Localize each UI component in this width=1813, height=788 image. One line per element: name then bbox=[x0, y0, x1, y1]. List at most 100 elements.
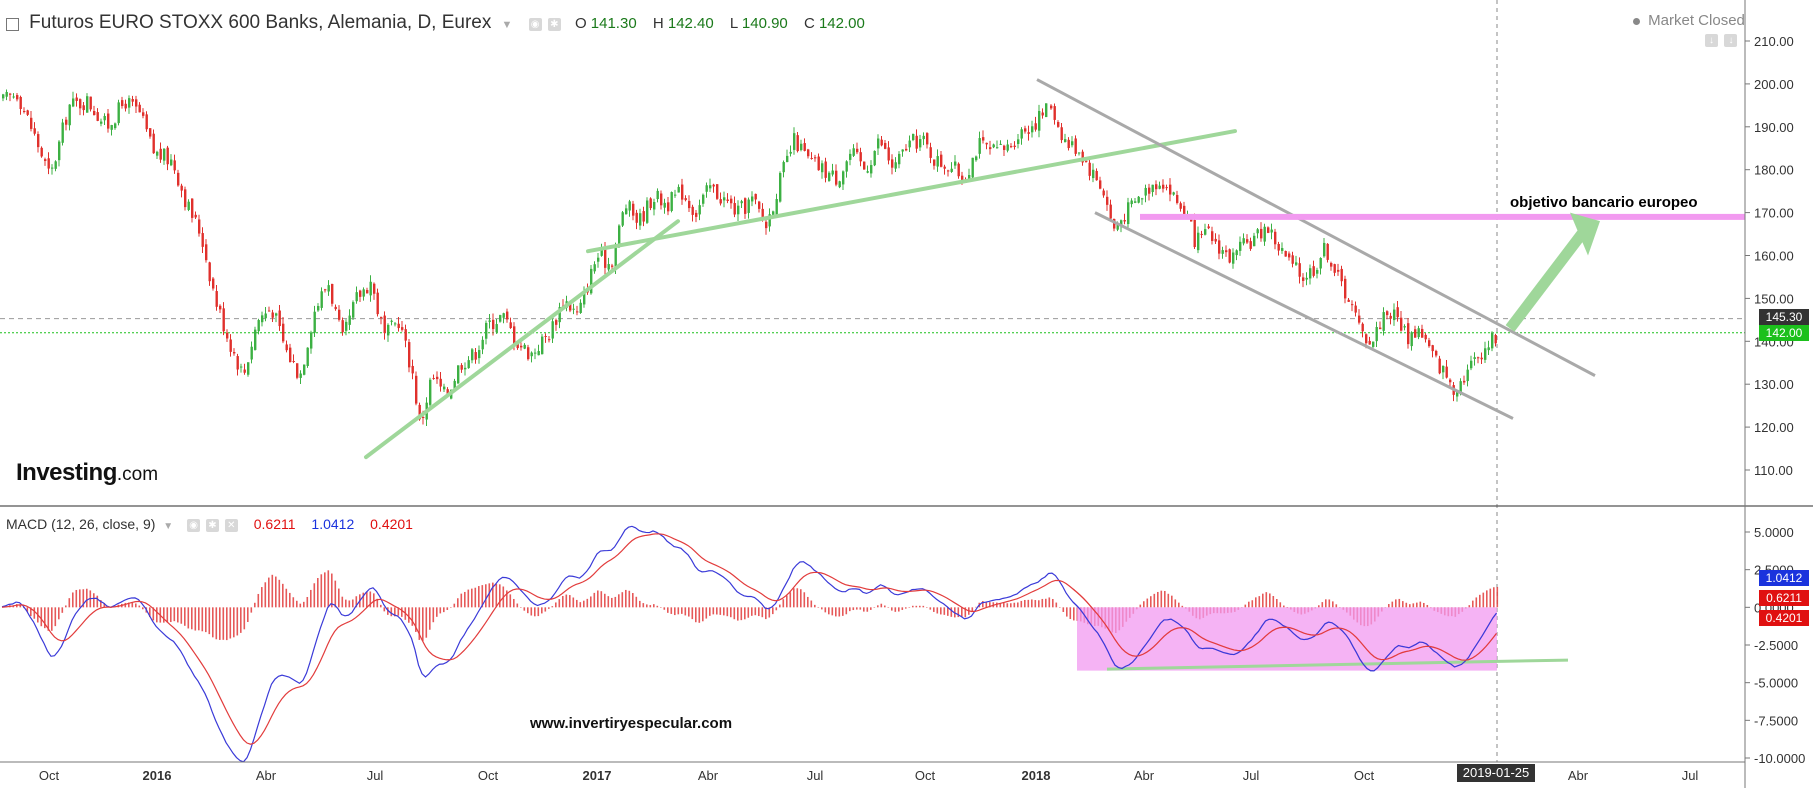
candle-body bbox=[1354, 305, 1357, 313]
macd-histogram-bar bbox=[1325, 599, 1327, 608]
open-value: 141.30 bbox=[590, 15, 637, 32]
symbol-title[interactable]: Futuros EURO STOXX 600 Banks, Alemania, … bbox=[29, 12, 492, 33]
open-label: O bbox=[574, 15, 587, 32]
chevron-down-icon[interactable]: ▼ bbox=[501, 19, 513, 31]
candle-body bbox=[33, 128, 36, 134]
candle-body bbox=[859, 152, 862, 162]
candle-body bbox=[1165, 187, 1168, 189]
candle-body bbox=[219, 305, 222, 310]
eye-icon[interactable]: ◉ bbox=[187, 518, 201, 532]
candle-body bbox=[618, 225, 621, 245]
macd-histogram-bar bbox=[894, 607, 897, 612]
macd-histogram-bar bbox=[103, 602, 106, 608]
candle-body bbox=[719, 199, 722, 204]
candle-body bbox=[975, 156, 978, 161]
candle-body bbox=[1151, 184, 1154, 193]
candle-body bbox=[803, 143, 806, 151]
gear-icon[interactable]: ✱ bbox=[205, 518, 219, 532]
candle-body bbox=[1249, 241, 1252, 249]
candle-body bbox=[1277, 243, 1280, 251]
macd-histogram-bar bbox=[912, 605, 914, 608]
candle-body bbox=[170, 159, 173, 166]
macd-histogram-bar bbox=[348, 600, 351, 608]
macd-histogram-bar bbox=[1013, 602, 1016, 608]
macd-histogram-bar bbox=[250, 607, 253, 613]
signal-line-overlay bbox=[1072, 588, 1497, 661]
candle-body bbox=[275, 313, 278, 316]
gear-icon[interactable]: ✱ bbox=[547, 17, 561, 31]
macd-histogram-bar bbox=[1073, 607, 1075, 621]
candle-body bbox=[1067, 139, 1070, 149]
candle-body bbox=[481, 339, 484, 350]
candle-body bbox=[824, 161, 827, 178]
collapse-icon[interactable] bbox=[6, 17, 19, 31]
macd-histogram-bar bbox=[198, 607, 200, 631]
candle-body bbox=[1193, 219, 1196, 248]
macd-plot bbox=[1, 525, 1569, 763]
macd-histogram-bar bbox=[313, 583, 316, 608]
x-tick-label: Oct bbox=[915, 768, 936, 783]
eye-icon[interactable]: ◉ bbox=[528, 17, 542, 31]
candle-body bbox=[873, 150, 876, 166]
candle-body bbox=[1038, 110, 1041, 131]
macd-histogram-bar bbox=[317, 578, 319, 608]
macd-histogram-bar bbox=[131, 602, 134, 608]
candle-body bbox=[989, 147, 992, 150]
macd-histogram-bar bbox=[1031, 599, 1033, 608]
candle-body bbox=[1169, 184, 1172, 195]
candle-body bbox=[292, 361, 295, 363]
candle-body bbox=[1162, 184, 1165, 189]
candle-body bbox=[1295, 262, 1298, 265]
macd-histogram-bar bbox=[831, 607, 834, 616]
candle-body bbox=[1284, 250, 1287, 257]
macd-histogram-bar bbox=[68, 598, 71, 608]
market-status-text: Market Closed bbox=[1648, 12, 1745, 29]
candle-body bbox=[1137, 196, 1140, 203]
candle-body bbox=[569, 303, 572, 311]
candle-body bbox=[338, 309, 341, 320]
candle-body bbox=[842, 171, 845, 185]
close-label: C bbox=[803, 15, 815, 32]
macd-histogram-bar bbox=[551, 606, 554, 608]
candle-body bbox=[495, 324, 498, 333]
move-down-icon[interactable]: ↓ bbox=[1724, 34, 1738, 48]
macd-title[interactable]: MACD (12, 26, close, 9) bbox=[6, 516, 156, 532]
candle-body bbox=[520, 345, 523, 348]
candle-body bbox=[1006, 144, 1009, 151]
candle-body bbox=[68, 104, 71, 126]
chevron-down-icon[interactable]: ▼ bbox=[163, 521, 174, 532]
candle-body bbox=[1365, 334, 1368, 344]
macd-histogram-bar bbox=[268, 577, 270, 608]
macd-histogram-bar bbox=[1419, 601, 1422, 608]
macd-histogram-bar bbox=[1178, 602, 1180, 608]
candle-body bbox=[443, 386, 446, 390]
macd-histogram-bar bbox=[282, 583, 284, 608]
candle-body bbox=[180, 185, 183, 191]
candle-body bbox=[880, 139, 883, 146]
macd-histogram-bar bbox=[1069, 607, 1072, 620]
macd-histogram-bar bbox=[401, 607, 403, 617]
candle-body bbox=[1487, 347, 1490, 351]
macd-histogram-bar bbox=[842, 607, 844, 616]
macd-histogram-bar bbox=[761, 607, 764, 618]
candle-body bbox=[1155, 184, 1158, 190]
candle-body bbox=[1144, 187, 1147, 196]
close-icon[interactable]: ✕ bbox=[224, 518, 238, 532]
market-status: Market Closed bbox=[1633, 12, 1745, 29]
candle-body bbox=[968, 175, 971, 181]
candle-body bbox=[1045, 103, 1048, 118]
candle-body bbox=[600, 250, 603, 256]
macd-histogram-bar bbox=[229, 607, 232, 639]
move-up-icon[interactable]: ↓ bbox=[1705, 34, 1718, 48]
macd-histogram-bar bbox=[429, 607, 431, 630]
candle-body bbox=[1281, 248, 1284, 251]
macd-histogram-bar bbox=[408, 607, 410, 623]
candle-body bbox=[537, 351, 540, 356]
candle-body bbox=[362, 289, 365, 297]
candle-body bbox=[1095, 170, 1098, 181]
price-tick-label: 190.00 bbox=[1754, 120, 1794, 135]
macd-histogram-bar bbox=[72, 592, 74, 608]
candle-body bbox=[432, 378, 435, 380]
